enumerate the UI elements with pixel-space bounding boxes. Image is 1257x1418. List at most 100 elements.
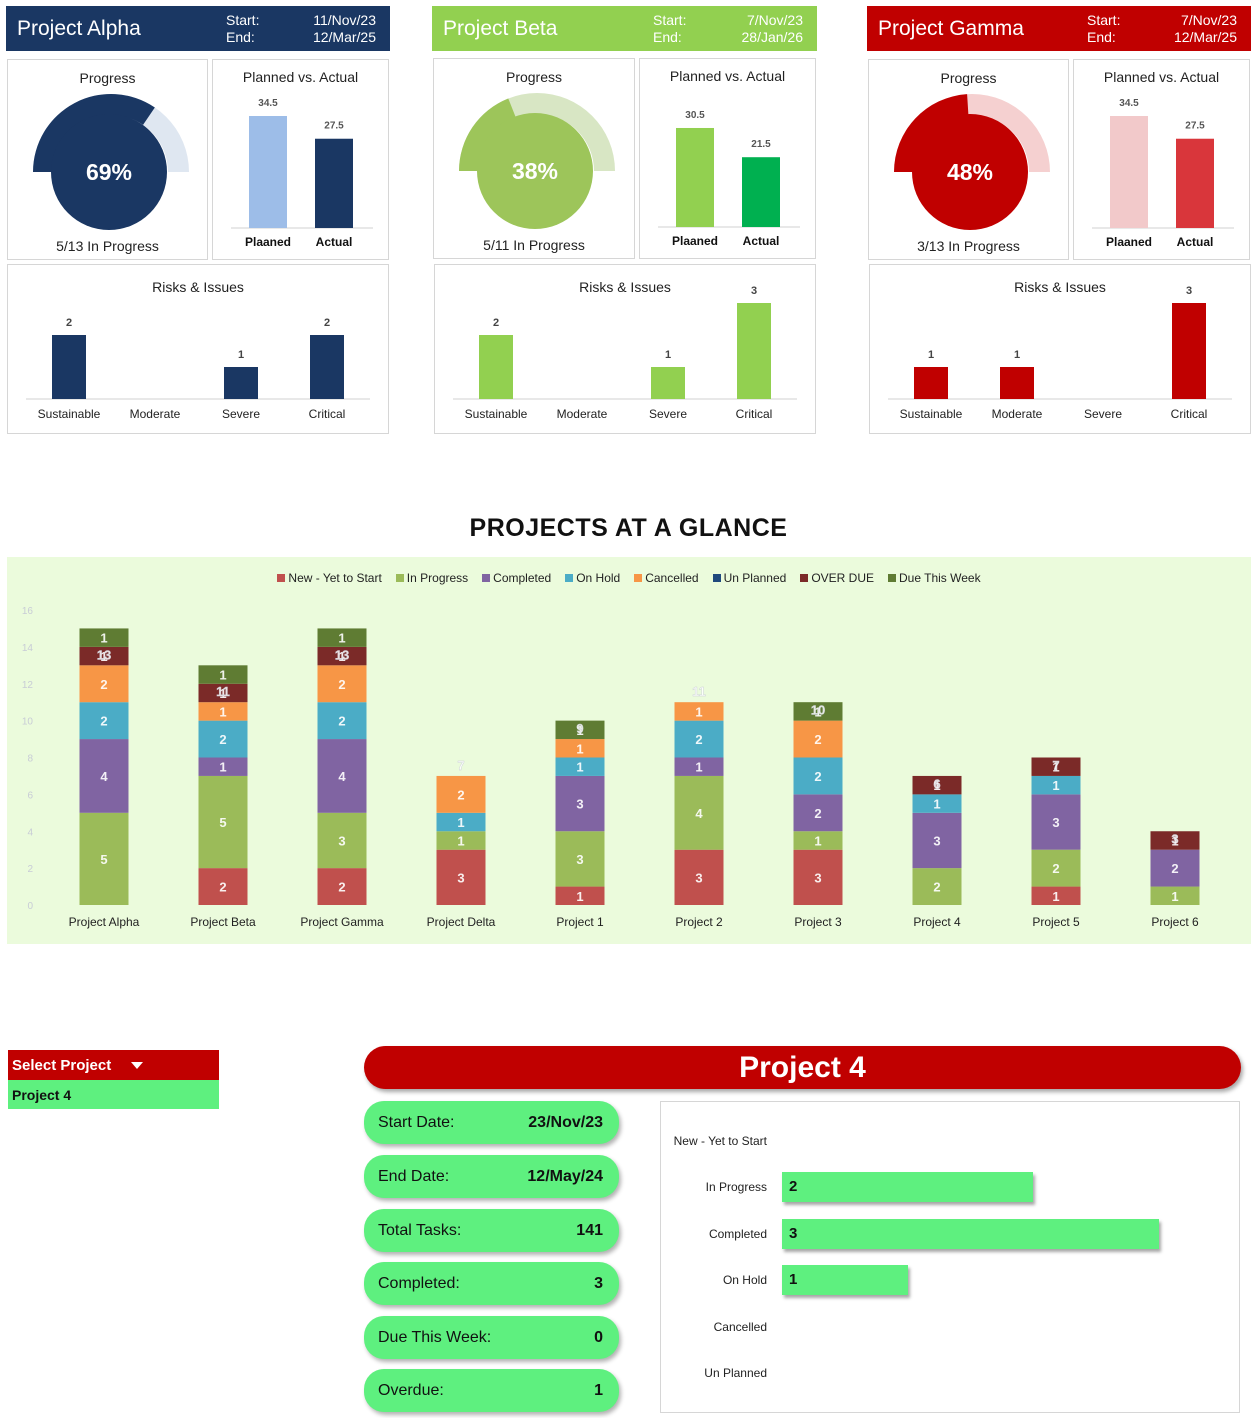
selected-project-value[interactable]: Project 4: [8, 1080, 219, 1109]
bar-total: 9: [576, 721, 583, 736]
pva-card-gamma: Planned vs. Actual 34.5 Plaaned 27.5 Actual: [1073, 59, 1250, 260]
segment-value: 1: [695, 760, 702, 775]
stack-segment: [198, 775, 248, 869]
segment-value: 1: [219, 704, 226, 719]
risk-bar-label: Moderate: [992, 407, 1043, 421]
segment-value: 2: [338, 880, 345, 895]
legend-label: Un Planned: [723, 571, 787, 585]
segment-value: 5: [100, 852, 107, 867]
pva-chart-alpha: 34.5 Plaaned 27.5 Actual: [231, 98, 373, 249]
risk-bar: [224, 367, 258, 399]
stat-label: Completed:: [378, 1274, 460, 1292]
pva-bar-value: 27.5: [1185, 121, 1205, 132]
status-row: Un Planned: [661, 1358, 1239, 1388]
progress-gauge-alpha: 69%: [33, 94, 189, 230]
legend-item: Due This Week: [888, 571, 981, 585]
pva-bar: [315, 138, 353, 228]
pva-title: Planned vs. Actual: [669, 68, 786, 84]
risks-card-beta: Risks & Issues 2 Sustainable Moderate 1 Seve…: [434, 264, 816, 434]
legend-swatch: [712, 574, 721, 582]
legend-label: New - Yet to Start: [288, 571, 382, 585]
stack-segment: [79, 628, 129, 647]
segment-value: 2: [338, 677, 345, 692]
end-label: End:: [1087, 29, 1116, 45]
project-alpha-dates: Start: 11/Nov/23 End: 12/Mar/25: [226, 12, 390, 45]
stack-segment: [436, 831, 486, 850]
stack-segment: [317, 739, 367, 813]
pva-title: Planned vs. Actual: [1103, 69, 1220, 85]
stack-segment: [79, 665, 129, 703]
legend-item: On Hold: [565, 571, 620, 585]
project-alpha-name: Project Alpha: [17, 16, 141, 40]
segment-value: 1: [457, 815, 464, 830]
stack-segment: [198, 702, 248, 721]
progress-card-beta: Progress 38% 5/11 In Progress: [433, 58, 635, 259]
segment-value: 2: [814, 769, 821, 784]
stack-segment: [555, 739, 605, 758]
status-row-label: Un Planned: [704, 1366, 767, 1380]
stack-segment: [1031, 794, 1081, 850]
stack-segment: [793, 831, 843, 850]
progress-subtitle: 5/13 In Progress: [56, 238, 159, 254]
gauge-center: [51, 114, 167, 230]
project-beta-dates: Start: 7/Nov/23 End: 28/Jan/26: [653, 12, 817, 45]
category-label: Project Beta: [190, 915, 256, 929]
stack-segment: [198, 665, 248, 684]
y-tick-label: 14: [22, 643, 34, 654]
segment-value: 1: [814, 833, 821, 848]
risk-bar-label: Sustainable: [465, 407, 528, 421]
bar-total: 6: [933, 776, 940, 791]
gauge-center: [912, 114, 1028, 230]
y-tick-label: 10: [22, 717, 34, 728]
segment-value: 2: [814, 732, 821, 747]
pva-bar-label: Actual: [1177, 235, 1214, 249]
pva-chart-beta: 30.5 Plaaned 21.5 Actual: [658, 110, 800, 248]
progress-subtitle: 3/13 In Progress: [917, 238, 1020, 254]
risk-bar-value: 2: [66, 317, 72, 329]
progress-card-gamma: Progress 48% 3/13 In Progress: [868, 59, 1069, 260]
stat-start-date: Start Date: 23/Nov/23: [364, 1101, 619, 1144]
risk-bar-value: 1: [238, 349, 244, 361]
risks-title: Risks & Issues: [1014, 279, 1106, 295]
risk-bar-value: 1: [665, 349, 671, 361]
project-selector[interactable]: Select Project Project 4: [8, 1050, 219, 1109]
risk-bar: [1172, 303, 1206, 399]
risk-bar: [52, 335, 86, 399]
legend-label: OVER DUE: [811, 571, 874, 585]
segment-value: 1: [576, 889, 583, 904]
stack-segment: [1031, 849, 1081, 887]
pva-bar-value: 34.5: [258, 98, 278, 109]
status-row-label: In Progress: [705, 1180, 767, 1194]
segment-value: 1: [1171, 833, 1178, 848]
risks-title: Risks & Issues: [579, 279, 671, 295]
project-gamma-name: Project Gamma: [878, 16, 1024, 40]
stat-value: 0: [594, 1328, 603, 1346]
stack-segment: [1031, 775, 1081, 795]
legend-item: In Progress: [395, 571, 468, 585]
select-project-label: Select Project: [12, 1056, 112, 1074]
progress-gauge-beta: 38%: [459, 93, 615, 229]
y-tick-label: 4: [27, 827, 33, 838]
risk-bar-value: 3: [751, 285, 757, 297]
stack-segment: [793, 720, 843, 758]
project-alpha-header: Project Alpha Start: 11/Nov/23 End: 12/M…: [6, 6, 390, 51]
segment-value: 1: [1052, 760, 1059, 775]
risks-chart-beta: 2 Sustainable Moderate 1 Severe 3 Critical: [453, 285, 797, 421]
stack-segment: [436, 775, 486, 813]
stat-completed: Completed: 3: [364, 1262, 619, 1305]
segment-value: 1: [933, 797, 940, 812]
legend-swatch: [888, 574, 896, 582]
bar-total: 10: [811, 703, 825, 718]
stat-overdue: Overdue: 1: [364, 1369, 619, 1412]
chevron-down-icon[interactable]: [131, 1061, 144, 1069]
stat-label: Total Tasks:: [378, 1221, 462, 1239]
pva-card-alpha: Planned vs. Actual 34.5 Plaaned 27.5 Actual: [212, 59, 389, 260]
status-row: In Progress 2: [661, 1172, 1239, 1202]
legend-item: OVER DUE: [800, 571, 874, 585]
stack-segment: [793, 794, 843, 832]
legend-label: Due This Week: [899, 571, 981, 585]
pva-bar-value: 27.5: [324, 121, 344, 132]
select-project-header[interactable]: Select Project: [8, 1050, 219, 1080]
risks-chart-alpha: 2 Sustainable Moderate 1 Severe 2 Critical: [26, 317, 370, 421]
